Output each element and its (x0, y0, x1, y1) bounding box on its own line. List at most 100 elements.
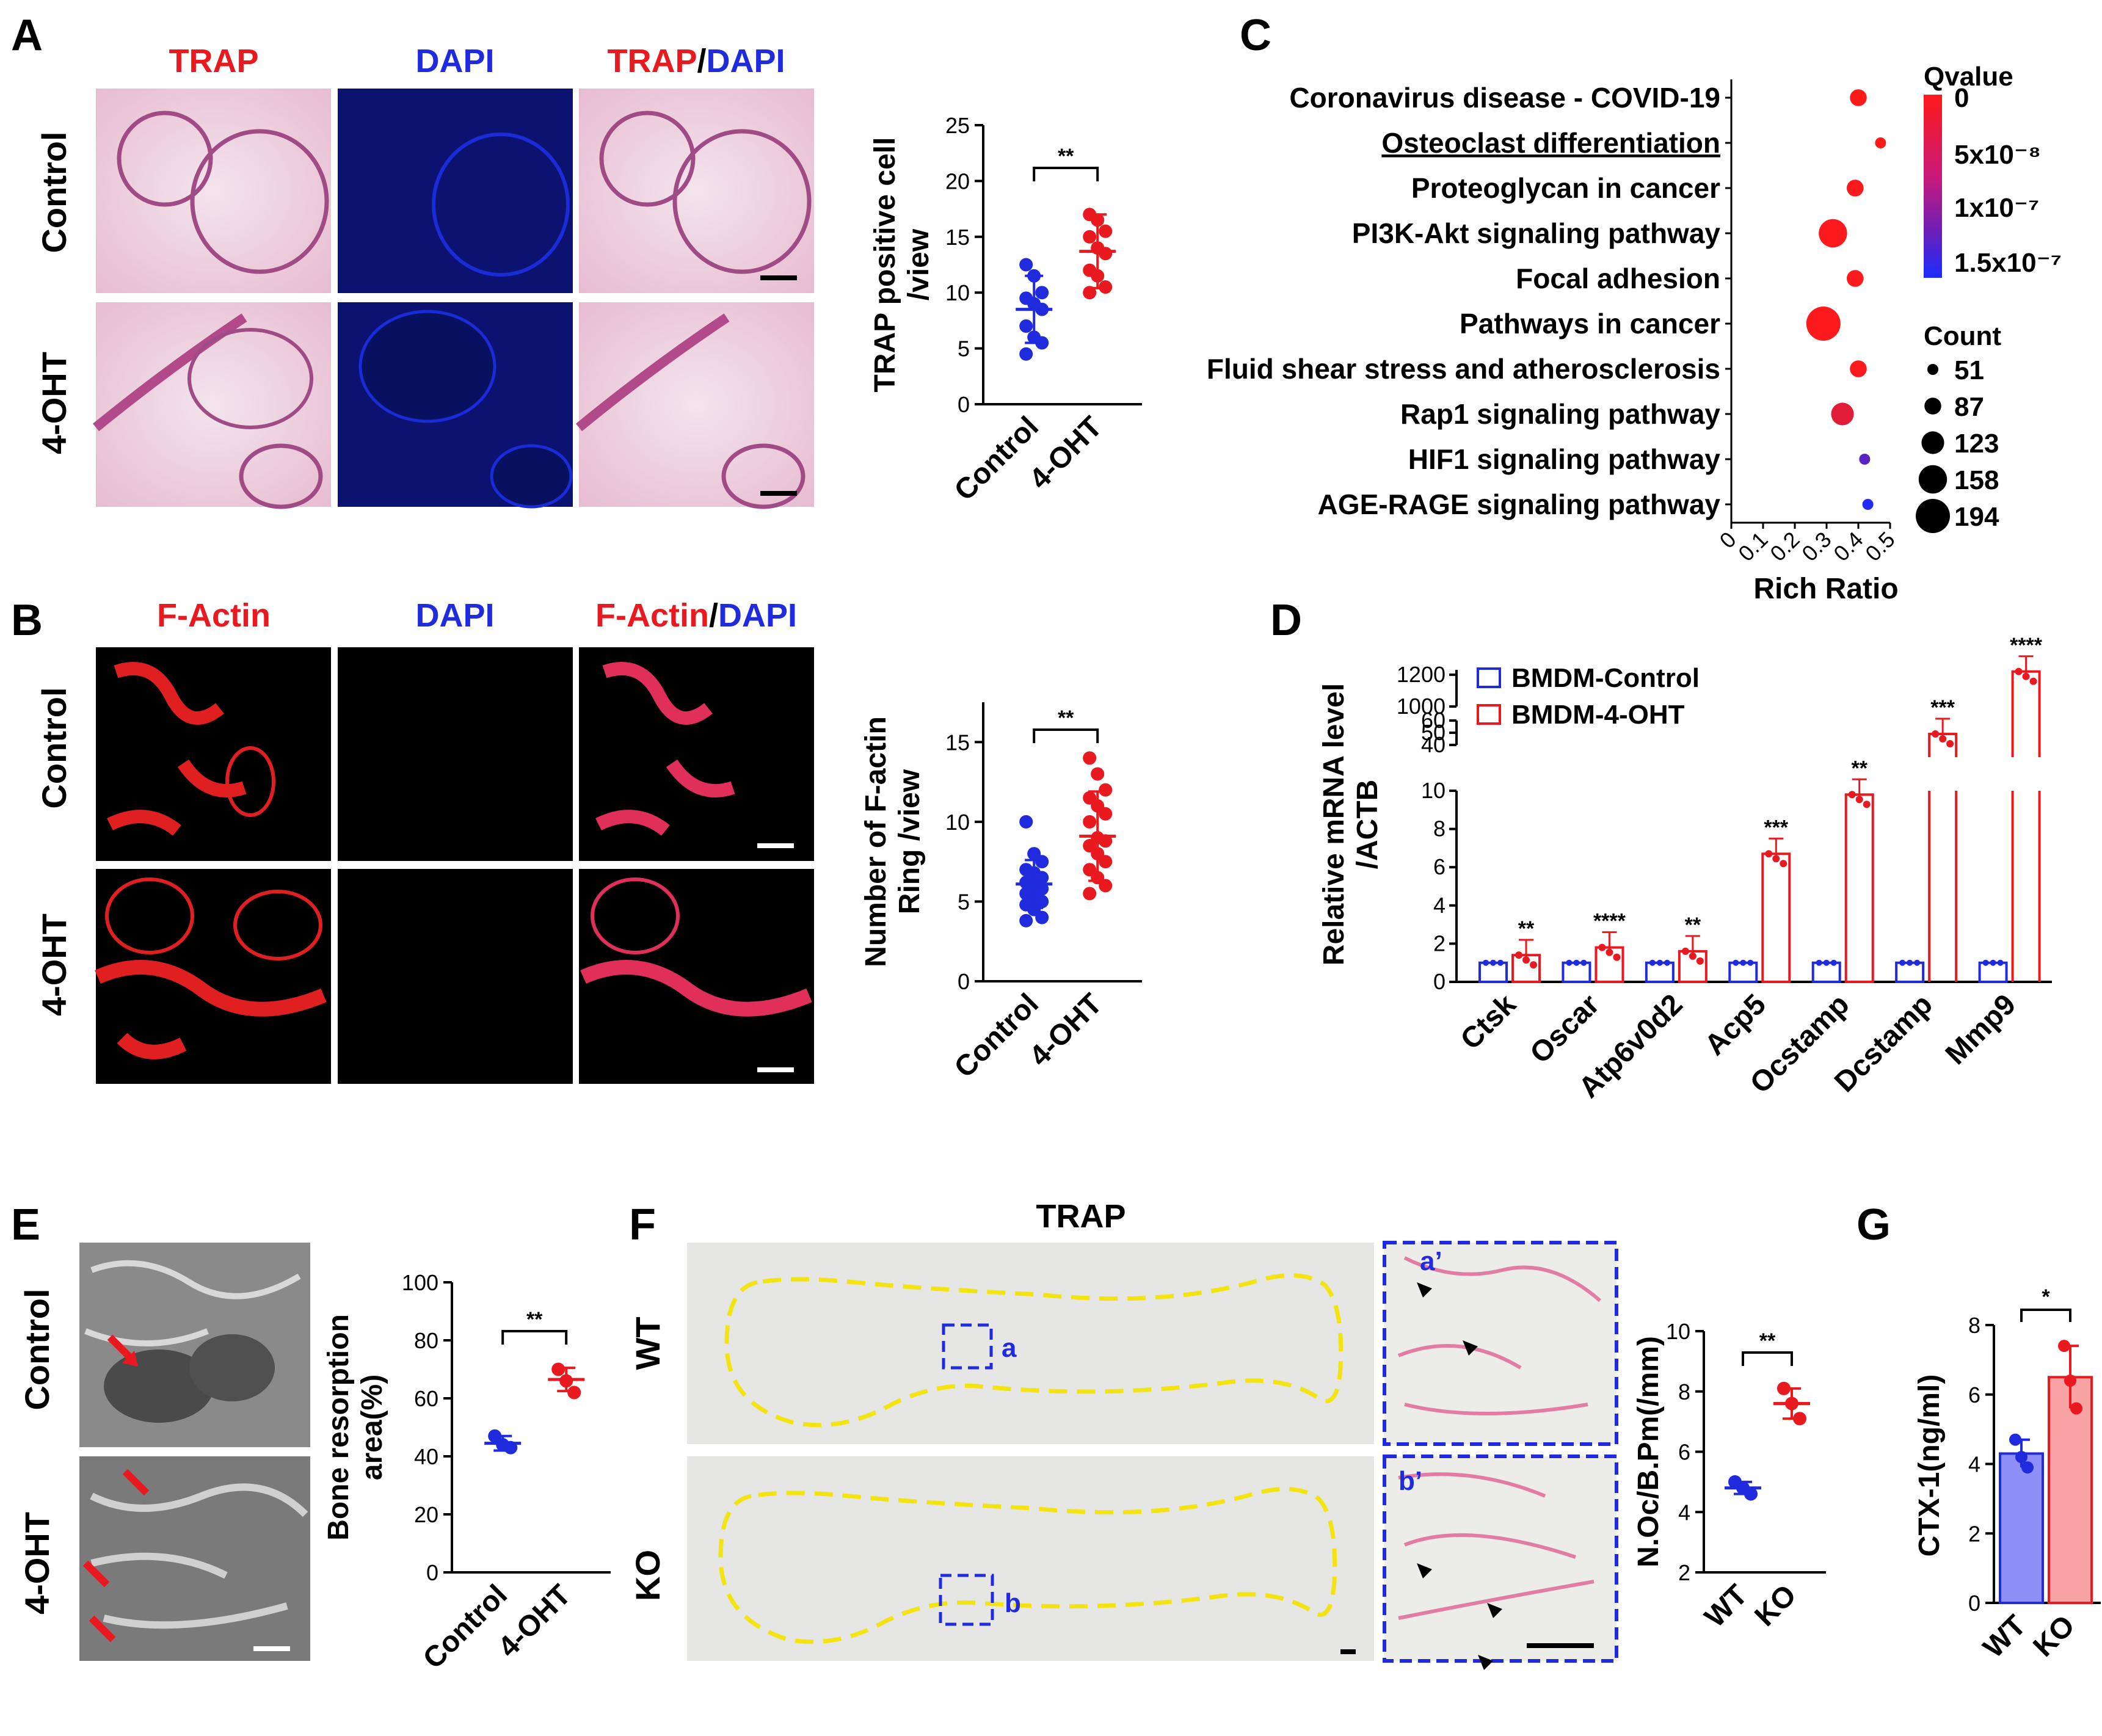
bubble (1859, 454, 1871, 465)
legend-count-label: 194 (1954, 502, 1999, 532)
micrograph-structure (117, 111, 213, 207)
data-point (1816, 959, 1822, 966)
data-point (1932, 730, 1940, 738)
header-merge-blue: DAPI (707, 43, 785, 79)
data-point-4-oht (1083, 887, 1097, 901)
pathway-label: Pathways in cancer (1460, 308, 1720, 340)
data-point-control (1035, 286, 1049, 300)
data-point (2015, 667, 2023, 675)
arrow-red (89, 1615, 116, 1643)
y-tick-label: 20 (414, 1502, 438, 1527)
data-point (1515, 951, 1522, 959)
data-point (1982, 959, 1989, 966)
micrograph-structure (225, 746, 275, 817)
pathway-label: AGE-RAGE signaling pathway (1318, 488, 1721, 520)
pathway-label: PI3K-Akt signaling pathway (1352, 217, 1721, 249)
x-category-label: WT (1699, 1578, 1754, 1633)
header-trap: TRAP (169, 43, 259, 79)
y-tick-label: 2 (1678, 1560, 1690, 1585)
data-point (1696, 957, 1704, 965)
legend-count-dot (1927, 364, 1938, 375)
legend-swatch-4oht (1477, 704, 1501, 725)
data-point (1899, 959, 1906, 966)
row-label-e-control: Control (18, 1288, 56, 1410)
legend-q-title: Qvalue (1924, 62, 2013, 92)
data-point (1580, 959, 1587, 966)
y-tick-label: 80 (414, 1328, 438, 1353)
significance-label: *** (1930, 696, 1955, 719)
x-category-label: Mmp9 (1940, 988, 2023, 1071)
y-tick-label: 1000 (1397, 694, 1446, 719)
data-point-4-oht (1099, 224, 1113, 238)
micrographs-e (79, 1243, 310, 1661)
y-axis-label: /ACTB (1351, 780, 1384, 870)
data-point (1765, 850, 1773, 858)
y-axis-label: /view (903, 228, 935, 300)
micrograph-structure (104, 1349, 214, 1423)
data-point (2029, 677, 2037, 685)
y-tick-label: 8 (1968, 1313, 1980, 1338)
data-point (1613, 953, 1621, 961)
significance-bracket (1033, 728, 1099, 743)
micrograph-structure (189, 1334, 275, 1401)
data-point (1914, 959, 1921, 966)
y-axis-label: CTX-1(ng/ml) (1913, 1375, 1946, 1557)
data-point (1907, 959, 1913, 966)
significance-bracket (2020, 1309, 2071, 1322)
row-label-b-4oht: 4-OHT (35, 913, 73, 1016)
data-point (2070, 1402, 2082, 1415)
x-tick-label: 0.5 (1860, 527, 1899, 566)
data-point (1483, 959, 1489, 966)
inset-box-a (942, 1323, 993, 1370)
y-tick-label: 40 (414, 1444, 438, 1469)
bubble (1831, 402, 1854, 426)
y-tick-label: 6 (1433, 854, 1446, 879)
legend-swatch-control (1477, 667, 1501, 688)
row-label-a-control: Control (35, 131, 73, 253)
micrograph-structure (672, 129, 812, 274)
data-point (1946, 740, 1954, 747)
y-axis-label: Ring /view (893, 769, 926, 914)
header-merge-b-blue: DAPI (718, 597, 797, 634)
inset-b-prime (1383, 1455, 1618, 1663)
data-point-control (1019, 913, 1033, 928)
micrograph-structure (358, 310, 496, 423)
legend-count-dot (1918, 465, 1947, 494)
legend-q-label: 0 (1954, 83, 1969, 113)
data-point (2021, 1461, 2034, 1474)
x-category-label: 4-OHT (1024, 987, 1108, 1072)
data-point (1997, 959, 2004, 966)
y-tick-label: 0 (958, 969, 970, 994)
micrograph-b-dapi-control (338, 647, 573, 861)
data-point-4-oht (567, 1386, 581, 1400)
micrograph-structure (1398, 1472, 1595, 1620)
micrograph-structure (107, 662, 247, 836)
y-tick-label: 50 (1421, 720, 1446, 745)
data-point-4-oht (1083, 815, 1097, 829)
data-point-4-oht (1099, 879, 1113, 893)
y-tick-label: 0 (426, 1560, 438, 1585)
micrograph-structure (105, 877, 194, 954)
bar-wt (1999, 1452, 2044, 1604)
bubble (1862, 499, 1874, 510)
micrograph-structure (599, 111, 696, 207)
arrow-red-head (122, 1351, 138, 1367)
y-tick-label: 15 (945, 730, 970, 755)
significance-label: *** (1764, 816, 1788, 839)
data-point (1780, 860, 1787, 868)
header-merge-b-red: F-Actin (595, 597, 709, 634)
bubble (1850, 360, 1867, 377)
arrow-red (82, 1560, 110, 1588)
data-point-4-oht (1099, 247, 1113, 261)
y-tick-label: 25 (945, 113, 970, 138)
significance-label: **** (1593, 910, 1626, 933)
y-tick-label: 10 (945, 280, 970, 305)
data-point (1733, 959, 1739, 966)
legend-count-label: 158 (1954, 465, 1999, 495)
data-point (1863, 801, 1871, 808)
panel-label-e: E (11, 1200, 40, 1249)
